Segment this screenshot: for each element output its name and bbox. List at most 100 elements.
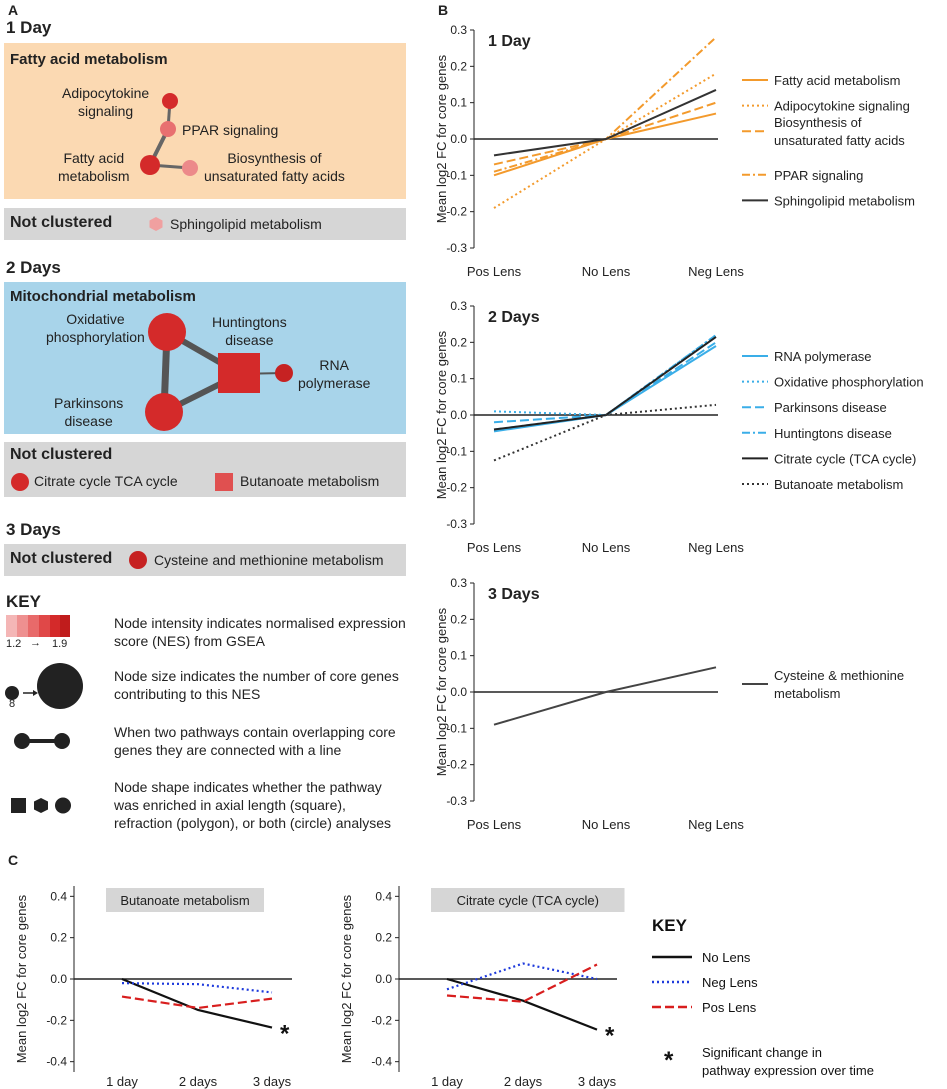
x-tick-label: 1 day bbox=[431, 1074, 463, 1089]
biosynthesis-label: Biosynthesis of unsaturated fatty acids bbox=[204, 150, 345, 184]
intensity-text: Node intensity indicates normalised expr… bbox=[114, 615, 406, 649]
intensity-low: 1.2 bbox=[6, 638, 22, 650]
y-tick-label: -0.3 bbox=[446, 241, 467, 255]
y-tick-label: -0.1 bbox=[446, 444, 467, 458]
day2-network bbox=[145, 313, 293, 431]
y-tick-label: 0.3 bbox=[450, 576, 467, 590]
day1-network bbox=[140, 93, 198, 176]
huntingtons-label: Huntingtons disease bbox=[212, 314, 287, 348]
y-tick-label: 0.2 bbox=[450, 612, 467, 626]
key-c-star-text: Significant change in pathway expression … bbox=[702, 1045, 874, 1078]
y-tick-label: -0.1 bbox=[446, 168, 467, 182]
oxphos-node bbox=[148, 313, 186, 351]
series-line-1 bbox=[121, 982, 273, 994]
rna-label: RNA polymerase bbox=[298, 357, 371, 391]
oxphos-label: Oxidative phosphorylation bbox=[46, 311, 145, 345]
day1-not-clustered-label: Not clustered bbox=[10, 214, 113, 231]
legend-label-1: Oxidative phosphorylation bbox=[774, 375, 924, 390]
y-tick-label: 0.2 bbox=[450, 335, 467, 349]
series-line-0 bbox=[493, 666, 717, 726]
y-tick-label: 0.2 bbox=[450, 59, 467, 73]
significance-star: * bbox=[280, 1021, 290, 1048]
size-high: 56 bbox=[54, 698, 67, 710]
x-tick-label: Pos Lens bbox=[467, 264, 522, 279]
y-tick-label: 0.2 bbox=[50, 931, 67, 945]
chart-citrate: 0.4 0.2 0.0 -0.2 -0.4 Mean log2 FC for core g… bbox=[339, 886, 625, 1089]
y-tick-label: 0.3 bbox=[450, 23, 467, 37]
x-tick-label: 3 days bbox=[253, 1074, 292, 1089]
y-tick-label: -0.4 bbox=[371, 1055, 392, 1069]
butanoate-label: Butanoate metabolism bbox=[240, 473, 380, 489]
day1-cluster-title: Fatty acid metabolism bbox=[10, 51, 168, 68]
day2-title: 2 Days bbox=[6, 258, 61, 277]
y-tick-label: -0.4 bbox=[46, 1055, 67, 1069]
day3-title: 3 Days bbox=[6, 520, 61, 539]
day2-cluster-box: Mitochondrial metabolism Oxidative phosp… bbox=[4, 282, 406, 434]
chart-butanoate: 0.4 0.2 0.0 -0.2 -0.4 Mean log2 FC for core g… bbox=[14, 886, 292, 1089]
ppar-label: PPAR signaling bbox=[182, 122, 279, 138]
size-low: 8 bbox=[9, 698, 16, 710]
y-tick-label: -0.3 bbox=[446, 517, 467, 531]
y-tick-label: 0.0 bbox=[450, 685, 467, 699]
series-line-1 bbox=[493, 334, 717, 417]
chart-title: Butanoate metabolism bbox=[120, 893, 249, 908]
x-tick-label: 2 days bbox=[179, 1074, 218, 1089]
y-tick-label: 0.4 bbox=[375, 889, 392, 903]
legend-label-3: PPAR signaling bbox=[774, 168, 863, 183]
day3-not-clustered-label: Not clustered bbox=[10, 550, 113, 567]
series-line-0 bbox=[121, 977, 273, 1029]
series-line-2 bbox=[493, 101, 717, 166]
legend-label-3: Huntingtons disease bbox=[774, 426, 892, 441]
panel-letter-c: C bbox=[8, 852, 19, 868]
day3-not-clustered-box: Not clustered Cysteine and methionine me… bbox=[4, 544, 406, 576]
key-c-label-2: Pos Lens bbox=[702, 1000, 757, 1015]
sphingolipid-label: Sphingolipid metabolism bbox=[170, 216, 322, 232]
y-tick-label: -0.3 bbox=[446, 794, 467, 808]
series-line-1 bbox=[493, 72, 717, 209]
day2-not-clustered-box: Not clustered Citrate cycle TCA cycle Bu… bbox=[4, 442, 406, 497]
day1-cluster-box: Fatty acid metabolism Adipocytokine sign… bbox=[4, 43, 406, 199]
shape-text: Node shape indicates whether the pathway… bbox=[114, 779, 392, 831]
adipocytokine-label: Adipocytokine signaling bbox=[62, 85, 150, 119]
fatty-acid-node bbox=[140, 155, 160, 175]
chart-title-box bbox=[106, 888, 264, 912]
series-line-5 bbox=[493, 403, 717, 462]
hexagon-icon bbox=[34, 798, 48, 813]
day2-not-clustered-label: Not clustered bbox=[10, 446, 113, 463]
x-tick-label: Pos Lens bbox=[467, 540, 522, 555]
x-tick-label: Neg Lens bbox=[688, 817, 744, 832]
square-icon bbox=[215, 473, 233, 491]
chart-3-days: 0.3 0.2 0.1 0.0 -0.1 -0.2 -0.3 Mean log2 FC for… bbox=[434, 576, 904, 832]
key-title: KEY bbox=[6, 592, 41, 611]
series-line-0 bbox=[493, 112, 717, 177]
y-tick-label: -0.2 bbox=[46, 1013, 67, 1027]
series-line-2 bbox=[493, 341, 717, 424]
y-tick-label: 0.1 bbox=[450, 649, 467, 663]
ppar-node bbox=[160, 121, 176, 137]
x-tick-label: No Lens bbox=[582, 540, 631, 555]
legend-label-2: Biosynthesis of unsaturated fatty acids bbox=[774, 115, 905, 148]
panel-letter-a: A bbox=[8, 2, 19, 18]
chart-title: 2 Days bbox=[488, 309, 540, 326]
key-c-label-0: No Lens bbox=[702, 950, 751, 965]
shape-key-graphic bbox=[11, 797, 71, 814]
key-c-star: * bbox=[664, 1047, 674, 1074]
y-tick-label: 0.4 bbox=[50, 889, 67, 903]
intensity-high: 1.9 bbox=[52, 638, 68, 650]
legend-label-5: Butanoate metabolism bbox=[774, 477, 903, 492]
chart-title: 3 Days bbox=[488, 586, 540, 603]
fatty-acid-label: Fatty acid metabolism bbox=[58, 150, 130, 184]
y-tick-label: 0.0 bbox=[450, 408, 467, 422]
day1-not-clustered-box: Not clustered Sphingolipid metabolism bbox=[4, 208, 406, 240]
circle-icon bbox=[55, 797, 71, 814]
line-text: When two pathways contain overlapping co… bbox=[114, 724, 396, 758]
y-tick-label: -0.1 bbox=[446, 721, 467, 735]
y-axis-label: Mean log2 FC for core genes bbox=[434, 607, 449, 776]
y-tick-label: -0.2 bbox=[446, 205, 467, 219]
size-key-graphic bbox=[5, 663, 83, 709]
biosynthesis-node bbox=[182, 160, 198, 176]
key-c-label-1: Neg Lens bbox=[702, 975, 758, 990]
y-axis-label: Mean log2 FC for core genes bbox=[14, 894, 29, 1063]
panel-c-key: KEY No Lens Neg Lens Pos Lens * Significant c… bbox=[652, 916, 874, 1078]
citrate-label: Citrate cycle TCA cycle bbox=[34, 473, 178, 489]
